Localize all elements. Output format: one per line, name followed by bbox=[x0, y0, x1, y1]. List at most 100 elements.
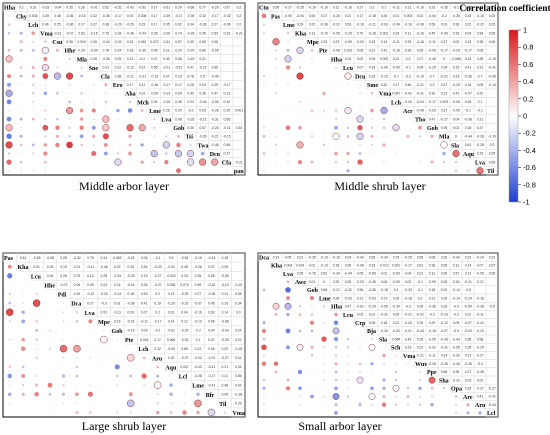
correlation-value: -0.29 bbox=[452, 49, 460, 53]
correlation-value: 0.22 bbox=[465, 23, 472, 27]
correlation-value: -0.27 bbox=[154, 274, 162, 278]
correlation-value: -0.23 bbox=[440, 313, 448, 317]
correlation-value: 0.3 bbox=[406, 57, 411, 61]
correlation-value: 0.24 bbox=[101, 256, 108, 260]
species-label: Vma bbox=[403, 354, 415, 360]
correlation-value: 0.27 bbox=[357, 6, 364, 10]
correlation-value: 0.53 bbox=[211, 31, 218, 35]
correlation-value: 0.11 bbox=[405, 31, 411, 35]
correlation-value: 0.17 bbox=[175, 83, 182, 87]
correlation-value: -0.49 bbox=[211, 74, 219, 78]
correlation-circle bbox=[7, 48, 11, 52]
correlation-value: -0.11 bbox=[428, 354, 436, 358]
correlation-value: 0.32 bbox=[154, 347, 161, 351]
correlation-value: 0.01 bbox=[103, 66, 110, 70]
correlation-circle bbox=[104, 100, 108, 104]
correlation-value: -0.35 bbox=[308, 255, 316, 259]
correlation-circle bbox=[311, 305, 313, 308]
panel-title-middle-arbor: Middle arbor layer bbox=[79, 179, 169, 193]
correlation-value: -0.04 bbox=[54, 6, 62, 10]
correlation-value: 0.41 bbox=[235, 356, 242, 360]
correlation-circle bbox=[80, 143, 83, 147]
correlation-value: -0.46 bbox=[100, 265, 108, 269]
correlation-value: 0.29 bbox=[211, 83, 218, 87]
correlation-circle bbox=[311, 84, 313, 86]
correlation-value: 0.15 bbox=[87, 274, 94, 278]
correlation-circle bbox=[455, 403, 457, 406]
correlation-circle bbox=[165, 135, 168, 138]
correlation-value: -0.29 bbox=[187, 49, 195, 53]
correlation-circle bbox=[93, 75, 95, 77]
correlation-value: 0.01 bbox=[417, 272, 424, 276]
correlation-circle bbox=[359, 395, 361, 398]
correlation-value: 0.17 bbox=[151, 14, 158, 18]
correlation-value: -0.03 bbox=[356, 280, 364, 284]
correlation-value: -0.19 bbox=[320, 6, 328, 10]
correlation-value: 0.78 bbox=[103, 49, 110, 53]
correlation-value: -0.07 bbox=[66, 31, 74, 35]
correlation-circle bbox=[35, 329, 39, 332]
correlation-circle bbox=[53, 72, 61, 80]
correlation-value: 0.038 bbox=[167, 283, 176, 287]
correlation-value: -0.44 bbox=[488, 403, 496, 407]
species-label: Aqu bbox=[463, 152, 475, 158]
correlation-value: 0.08 bbox=[235, 292, 242, 296]
correlation-value: -0.08 bbox=[452, 100, 460, 104]
correlation-value: -0.11 bbox=[476, 313, 484, 317]
correlation-circle bbox=[347, 144, 349, 146]
correlation-value: 0.004 bbox=[284, 264, 293, 268]
correlation-circle bbox=[32, 58, 34, 60]
correlation-value: 0.01 bbox=[309, 280, 316, 284]
correlation-value: 0.26 bbox=[393, 296, 400, 300]
correlation-circle bbox=[334, 411, 338, 415]
correlation-circle bbox=[275, 66, 277, 69]
correlation-circle bbox=[395, 135, 397, 137]
correlation-circle bbox=[49, 366, 51, 368]
correlation-value: 0.062 bbox=[138, 40, 147, 44]
correlation-value: 0.29 bbox=[333, 280, 340, 284]
correlation-value: 0.02 bbox=[357, 57, 364, 61]
correlation-value: 0.48 bbox=[181, 265, 188, 269]
correlation-value: 0.32 bbox=[168, 356, 175, 360]
correlation-value: 0.14 bbox=[381, 40, 388, 44]
correlation-value: -0.27 bbox=[476, 354, 484, 358]
correlation-circle bbox=[442, 161, 446, 164]
correlation-circle bbox=[156, 393, 159, 396]
correlation-value: 0.04 bbox=[199, 83, 206, 87]
correlation-circle bbox=[49, 311, 51, 313]
species-label: Hhe bbox=[44, 283, 55, 289]
correlation-circle bbox=[382, 117, 386, 121]
correlation-circle bbox=[431, 144, 433, 146]
correlation-value: 0.15 bbox=[489, 23, 496, 27]
colorbar-tick-label: 0.2 bbox=[523, 94, 533, 103]
species-label: Lcu bbox=[343, 66, 354, 72]
correlation-circle bbox=[310, 160, 314, 164]
correlation-value: 0.03 bbox=[127, 310, 134, 314]
correlation-circle bbox=[311, 379, 313, 381]
correlation-circle bbox=[286, 48, 290, 52]
species-label: Pdi bbox=[58, 293, 67, 299]
correlation-value: -0.1 bbox=[453, 6, 459, 10]
correlation-value: 0.32 bbox=[441, 255, 448, 259]
correlation-circle bbox=[455, 411, 457, 414]
correlation-circle bbox=[334, 346, 338, 349]
correlation-circle bbox=[299, 297, 301, 299]
correlation-circle bbox=[6, 133, 12, 139]
correlation-value: -0.19 bbox=[127, 329, 135, 333]
correlation-circle bbox=[89, 348, 91, 350]
correlation-circle bbox=[263, 281, 265, 283]
correlation-circle bbox=[76, 402, 78, 405]
correlation-circle bbox=[56, 84, 59, 86]
correlation-value: -0.3 bbox=[405, 305, 411, 309]
correlation-circle bbox=[275, 330, 277, 332]
correlation-value: -0.61 bbox=[167, 329, 175, 333]
correlation-value: -0.29 bbox=[211, 6, 219, 10]
correlation-value: 0.39 bbox=[441, 126, 448, 130]
correlation-circle bbox=[310, 354, 314, 357]
correlation-circle bbox=[49, 302, 51, 304]
correlation-value: -0.54 bbox=[464, 305, 472, 309]
correlation-circle bbox=[103, 329, 105, 332]
correlation-value: 0.33 bbox=[321, 40, 328, 44]
correlation-circle bbox=[299, 100, 301, 103]
correlation-circle bbox=[116, 411, 119, 414]
